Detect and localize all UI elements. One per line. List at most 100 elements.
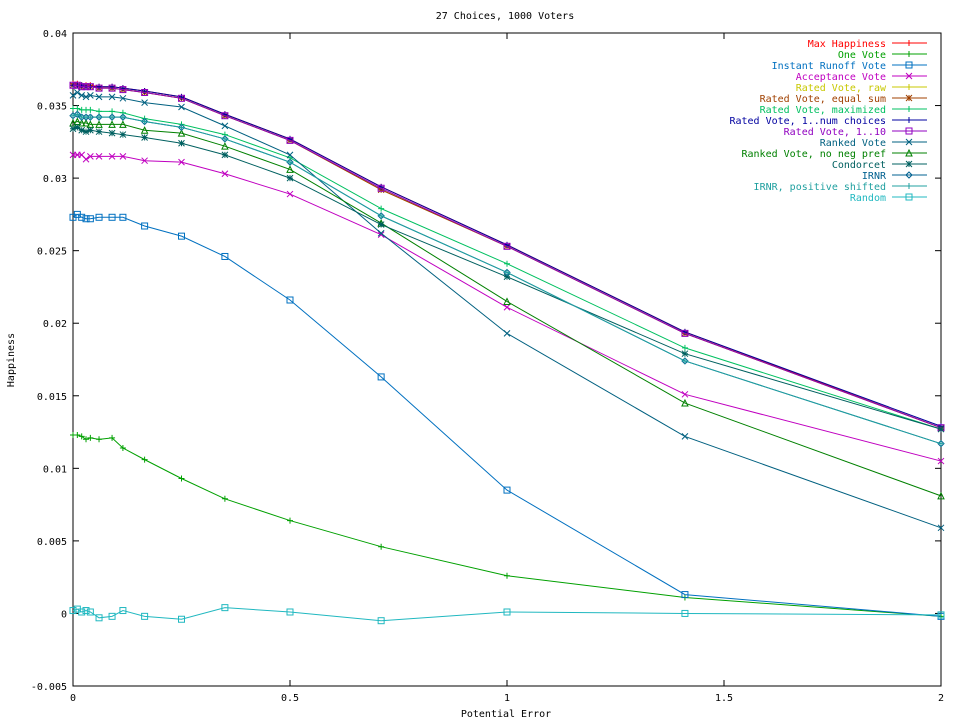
data-point xyxy=(221,495,228,502)
series-13 xyxy=(70,111,944,447)
legend-marker xyxy=(905,94,913,102)
y-tick-label: 0.02 xyxy=(43,319,67,330)
data-point xyxy=(119,120,127,128)
data-point xyxy=(87,106,94,113)
data-point xyxy=(78,126,86,134)
data-point xyxy=(96,114,103,121)
data-point xyxy=(74,111,81,118)
data-point xyxy=(286,296,294,304)
data-point xyxy=(141,157,148,165)
data-point xyxy=(95,120,103,128)
series-1 xyxy=(70,431,944,620)
data-point xyxy=(141,222,149,230)
legend-item: Instant Runoff Vote xyxy=(772,61,927,72)
data-point xyxy=(95,152,103,160)
legend-marker xyxy=(906,106,912,112)
y-tick-label: 0.025 xyxy=(37,247,67,258)
legend-label: Rated Vote, 1..10 xyxy=(784,127,886,138)
legend-marker xyxy=(905,148,913,157)
data-point xyxy=(141,612,149,620)
legend-item: Condorcet xyxy=(832,160,927,171)
legend-marker xyxy=(906,40,912,46)
data-point xyxy=(937,611,945,619)
data-point xyxy=(378,205,385,212)
legend-label: Rated Vote, maximized xyxy=(760,105,886,116)
x-tick-label: 1 xyxy=(504,693,510,704)
y-tick-label: 0.035 xyxy=(37,102,67,113)
series-14 xyxy=(69,604,945,625)
data-point xyxy=(86,608,94,616)
data-point xyxy=(503,242,511,250)
data-point xyxy=(937,425,945,433)
series-7 xyxy=(70,82,944,430)
legend-label: Ranked Vote xyxy=(820,138,886,149)
series-line xyxy=(72,607,942,622)
data-point xyxy=(141,134,148,141)
data-point xyxy=(95,213,103,221)
data-point xyxy=(87,92,94,99)
series-line xyxy=(72,126,942,430)
data-point xyxy=(82,215,90,223)
data-point xyxy=(73,123,81,131)
data-point xyxy=(178,158,185,166)
data-point xyxy=(119,86,127,94)
data-point xyxy=(141,99,148,107)
data-point xyxy=(78,83,86,91)
data-point xyxy=(87,434,94,441)
series-layer xyxy=(69,80,945,625)
legend-marker xyxy=(906,84,912,90)
data-point xyxy=(140,126,149,134)
data-point xyxy=(108,152,116,160)
legend-marker xyxy=(906,51,912,57)
data-point xyxy=(287,159,293,166)
data-point xyxy=(86,83,94,91)
legend-item: Rated Vote, raw xyxy=(796,83,927,94)
data-point xyxy=(286,136,294,144)
x-axis-label: Potential Error xyxy=(461,709,551,720)
data-point xyxy=(86,215,94,223)
data-point xyxy=(87,152,94,160)
data-point xyxy=(95,128,103,136)
data-point xyxy=(178,232,185,240)
data-point xyxy=(141,118,148,125)
data-point xyxy=(78,213,86,221)
data-point xyxy=(504,269,510,276)
y-tick-label: -0.005 xyxy=(31,682,67,693)
data-point xyxy=(119,152,127,160)
data-point xyxy=(286,174,294,182)
data-point xyxy=(74,105,81,112)
series-line xyxy=(73,434,942,617)
data-point xyxy=(221,122,229,130)
data-point xyxy=(108,93,116,101)
data-point xyxy=(109,108,116,115)
data-point xyxy=(681,357,688,364)
data-point xyxy=(69,81,77,89)
data-point xyxy=(83,436,90,443)
data-point xyxy=(377,617,385,625)
data-point xyxy=(286,151,294,159)
data-point xyxy=(109,434,116,441)
data-point xyxy=(95,93,103,101)
legend-label: Instant Runoff Vote xyxy=(772,61,886,72)
series-line xyxy=(73,84,942,427)
data-point xyxy=(119,607,127,615)
legend-marker xyxy=(905,138,913,146)
data-point xyxy=(937,524,945,532)
data-point xyxy=(681,350,689,358)
data-point xyxy=(69,92,77,99)
legend-marker xyxy=(905,61,913,69)
legend-label: Condorcet xyxy=(832,160,886,171)
data-point xyxy=(681,609,689,617)
data-point xyxy=(78,92,86,99)
legend-marker xyxy=(905,193,913,201)
data-point xyxy=(78,608,86,616)
legend-item: Ranked Vote, no neg pref xyxy=(742,148,927,160)
legend-item: IRNR xyxy=(862,171,927,182)
legend-label: Ranked Vote, no neg pref xyxy=(742,149,887,160)
y-tick-label: 0 xyxy=(61,609,67,620)
data-point xyxy=(221,604,229,612)
series-line xyxy=(72,120,942,497)
data-point xyxy=(96,436,103,443)
data-point xyxy=(504,572,510,579)
